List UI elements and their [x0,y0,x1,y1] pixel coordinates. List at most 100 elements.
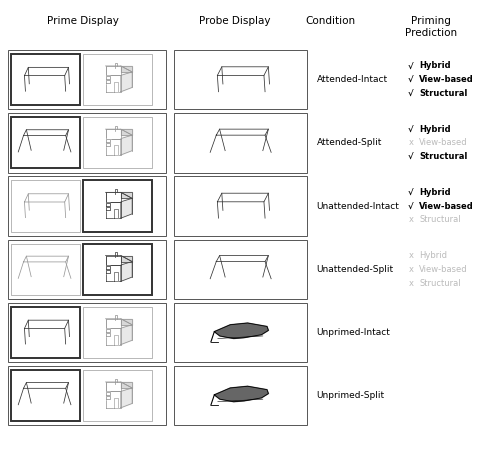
Polygon shape [113,146,118,155]
Polygon shape [105,328,121,344]
Polygon shape [25,194,69,202]
Polygon shape [106,266,109,269]
FancyBboxPatch shape [83,54,152,105]
Polygon shape [106,139,109,142]
Polygon shape [214,323,268,338]
FancyBboxPatch shape [11,180,80,232]
Text: x: x [408,265,413,274]
Polygon shape [121,198,132,218]
Polygon shape [106,396,109,399]
FancyBboxPatch shape [8,303,166,362]
Text: √: √ [408,89,414,98]
Polygon shape [216,256,268,262]
Text: Prime Display: Prime Display [47,16,119,26]
FancyBboxPatch shape [11,117,80,169]
Text: √: √ [408,61,414,71]
Polygon shape [217,67,268,76]
Text: Hybrid: Hybrid [419,125,451,134]
Polygon shape [106,143,109,147]
Polygon shape [106,80,109,83]
Polygon shape [121,262,132,281]
Polygon shape [106,202,109,206]
Polygon shape [121,325,132,344]
Polygon shape [105,319,121,328]
Text: x: x [408,278,413,288]
Polygon shape [24,130,69,136]
FancyBboxPatch shape [11,244,80,295]
Polygon shape [113,335,118,344]
Polygon shape [106,207,109,210]
Polygon shape [106,76,109,79]
Polygon shape [106,207,109,210]
Polygon shape [105,129,121,139]
Polygon shape [106,270,109,273]
FancyBboxPatch shape [8,176,166,236]
FancyBboxPatch shape [174,303,307,362]
Text: View-based: View-based [419,202,474,211]
Polygon shape [106,329,109,332]
Text: Structural: Structural [419,215,461,224]
FancyBboxPatch shape [83,117,152,169]
Polygon shape [106,76,109,79]
Polygon shape [105,265,121,281]
Polygon shape [105,76,121,92]
FancyBboxPatch shape [174,113,307,173]
Polygon shape [105,139,121,155]
Text: Condition: Condition [305,16,355,26]
Text: Structural: Structural [419,89,468,98]
Text: √: √ [408,152,414,161]
FancyBboxPatch shape [8,50,166,109]
Polygon shape [106,270,109,273]
Polygon shape [25,67,69,76]
FancyBboxPatch shape [8,113,166,173]
Polygon shape [121,256,132,262]
Polygon shape [106,202,109,206]
Text: √: √ [408,75,414,84]
Text: Unattended-Intact: Unattended-Intact [317,202,399,211]
FancyBboxPatch shape [83,370,152,421]
Polygon shape [106,333,109,336]
Text: √: √ [408,188,414,197]
Text: Priming
Prediction: Priming Prediction [405,16,457,38]
Polygon shape [106,329,109,332]
Text: √: √ [408,202,414,211]
Polygon shape [121,319,132,325]
Text: View-based: View-based [419,75,474,84]
FancyBboxPatch shape [83,180,152,232]
Text: Hybrid: Hybrid [419,251,448,260]
Text: Unprimed-Split: Unprimed-Split [317,391,385,400]
Polygon shape [105,192,121,202]
Polygon shape [106,396,109,399]
Polygon shape [113,272,118,281]
FancyBboxPatch shape [11,370,80,421]
Text: Structural: Structural [419,152,468,161]
Polygon shape [106,143,109,147]
Text: x: x [408,138,413,147]
Text: Structural: Structural [419,278,461,288]
Polygon shape [106,266,109,269]
Polygon shape [105,382,121,392]
FancyBboxPatch shape [174,176,307,236]
FancyBboxPatch shape [11,307,80,358]
Polygon shape [25,320,69,328]
Text: Unattended-Split: Unattended-Split [317,265,394,274]
Polygon shape [121,129,132,135]
Polygon shape [113,209,118,218]
Polygon shape [106,139,109,142]
FancyBboxPatch shape [11,54,80,105]
Text: View-based: View-based [419,265,468,274]
Text: Hybrid: Hybrid [419,61,451,71]
FancyBboxPatch shape [83,244,152,295]
Polygon shape [105,202,121,218]
Text: √: √ [408,125,414,134]
Polygon shape [106,392,109,395]
Polygon shape [106,392,109,395]
Polygon shape [121,135,132,155]
Text: Attended-Intact: Attended-Intact [317,75,388,84]
FancyBboxPatch shape [174,366,307,425]
Polygon shape [113,82,118,92]
Polygon shape [214,386,268,402]
Polygon shape [217,193,268,202]
Polygon shape [24,256,69,262]
Text: x: x [408,251,413,260]
